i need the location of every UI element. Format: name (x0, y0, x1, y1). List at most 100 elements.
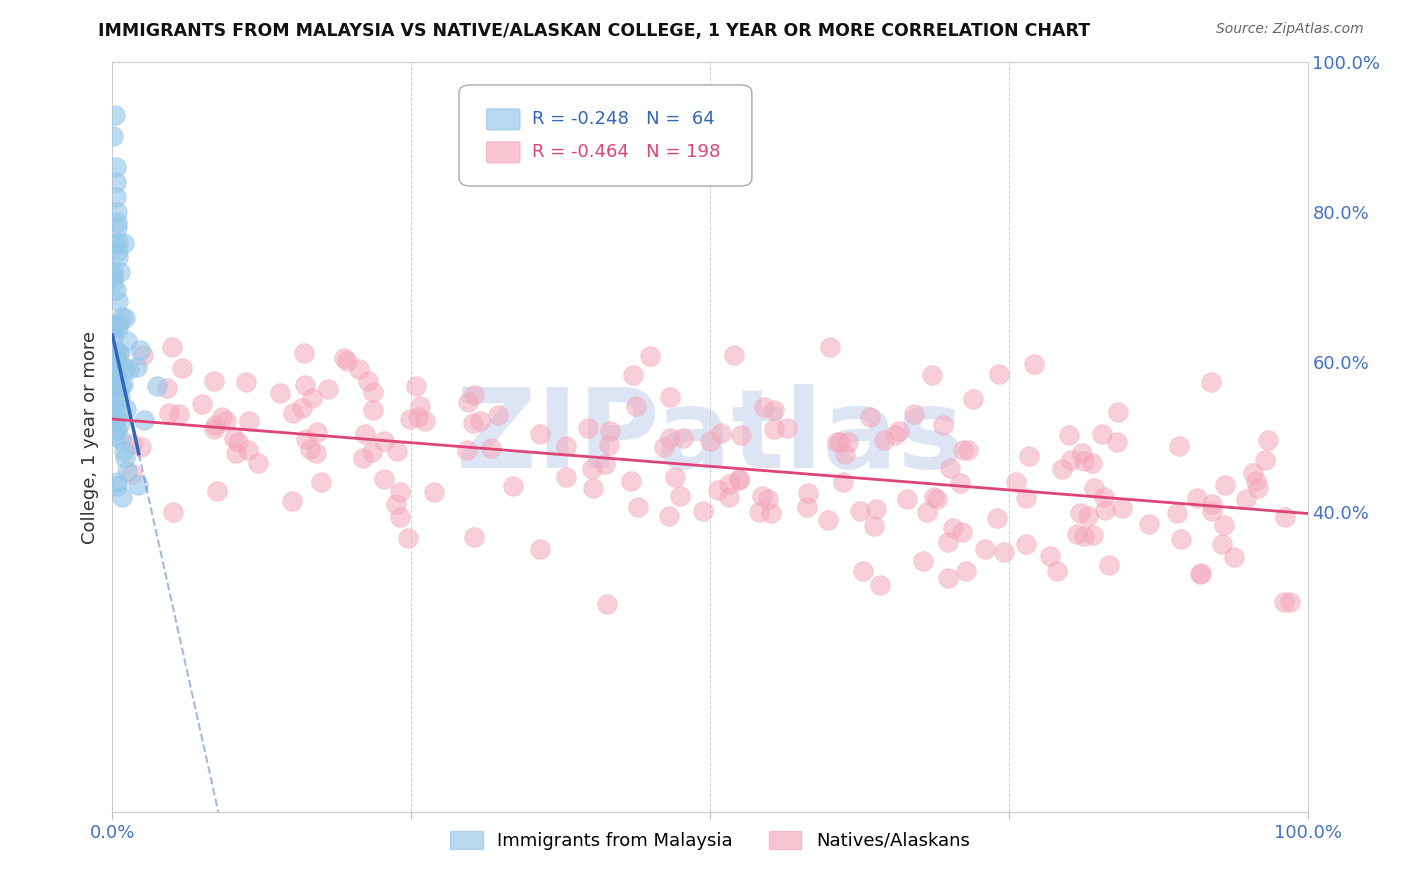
Point (1091, 427, 1114, 442)
Point (776, 421, 799, 435)
Point (1201, 375, 1223, 389)
Point (349, 361, 371, 376)
Point (1247, 482, 1270, 496)
Point (361, 445, 384, 459)
Point (1004, 475, 1026, 489)
Point (699, 434, 721, 449)
Point (134, 413, 156, 427)
Point (104, 376, 127, 390)
Point (1066, 527, 1088, 541)
Point (385, 443, 408, 458)
Point (354, 426, 377, 441)
Point (863, 518, 886, 533)
Point (108, 416, 131, 430)
Point (115, 464, 138, 478)
Point (162, 505, 184, 519)
Point (307, 425, 329, 439)
Point (652, 440, 675, 454)
Point (1279, 595, 1302, 609)
Point (103, 128, 125, 143)
Point (114, 310, 136, 325)
Point (581, 462, 603, 476)
Point (127, 478, 149, 492)
Point (1060, 453, 1083, 467)
Point (1137, 517, 1160, 532)
Point (1105, 434, 1128, 449)
Point (796, 500, 818, 515)
Point (388, 484, 411, 499)
Point (409, 400, 432, 414)
Point (1069, 507, 1091, 521)
Point (457, 395, 479, 409)
Point (146, 378, 169, 392)
Point (304, 445, 326, 459)
Point (817, 513, 839, 527)
Point (215, 414, 238, 428)
Point (101, 399, 124, 413)
Point (157, 406, 180, 420)
Point (796, 486, 818, 500)
Point (581, 481, 603, 495)
Point (1211, 537, 1233, 551)
Point (281, 406, 304, 420)
Point (1073, 529, 1095, 543)
Text: R = -0.464   N = 198: R = -0.464 N = 198 (531, 144, 720, 161)
Point (962, 392, 984, 406)
Point (955, 564, 977, 578)
Point (247, 456, 270, 470)
Point (993, 545, 1015, 559)
Text: Source: ZipAtlas.com: Source: ZipAtlas.com (1216, 22, 1364, 37)
Point (529, 542, 551, 557)
Point (413, 414, 436, 428)
Point (125, 359, 148, 374)
Point (309, 475, 332, 490)
Point (101, 263, 124, 277)
Point (624, 399, 647, 413)
Point (939, 460, 962, 475)
Point (728, 472, 751, 486)
Point (191, 397, 214, 411)
Point (204, 422, 226, 436)
Point (204, 418, 226, 433)
Point (672, 431, 695, 445)
Point (405, 379, 427, 393)
Text: IMMIGRANTS FROM MALAYSIA VS NATIVE/ALASKAN COLLEGE, 1 YEAR OR MORE CORRELATION C: IMMIGRANTS FROM MALAYSIA VS NATIVE/ALASK… (98, 22, 1091, 40)
Text: ZIPatlas: ZIPatlas (456, 384, 965, 491)
Point (238, 414, 260, 428)
Point (1188, 566, 1211, 581)
Point (291, 401, 314, 415)
Legend: Immigrants from Malaysia, Natives/Alaskans: Immigrants from Malaysia, Natives/Alaska… (441, 822, 979, 859)
Point (105, 215, 128, 229)
Point (1098, 558, 1121, 573)
Point (422, 485, 444, 500)
Point (361, 384, 384, 399)
Point (1185, 491, 1208, 505)
Point (211, 410, 233, 425)
Point (692, 504, 714, 518)
Point (162, 340, 183, 354)
Point (108, 347, 131, 361)
Point (105, 220, 128, 235)
Point (114, 361, 136, 376)
Point (205, 484, 228, 499)
Point (658, 431, 681, 445)
Point (121, 437, 143, 451)
Point (949, 475, 972, 490)
Point (925, 492, 948, 507)
Point (235, 375, 257, 389)
Point (1201, 503, 1223, 517)
Point (385, 497, 408, 511)
Point (576, 421, 599, 435)
Point (101, 332, 124, 346)
Point (730, 428, 752, 442)
Point (112, 444, 135, 458)
Point (859, 410, 882, 425)
Point (718, 477, 741, 491)
Point (1094, 503, 1116, 517)
Point (456, 443, 478, 458)
Point (1070, 446, 1092, 460)
Point (280, 493, 302, 508)
Point (299, 442, 322, 457)
Point (598, 438, 620, 452)
Point (869, 578, 891, 592)
